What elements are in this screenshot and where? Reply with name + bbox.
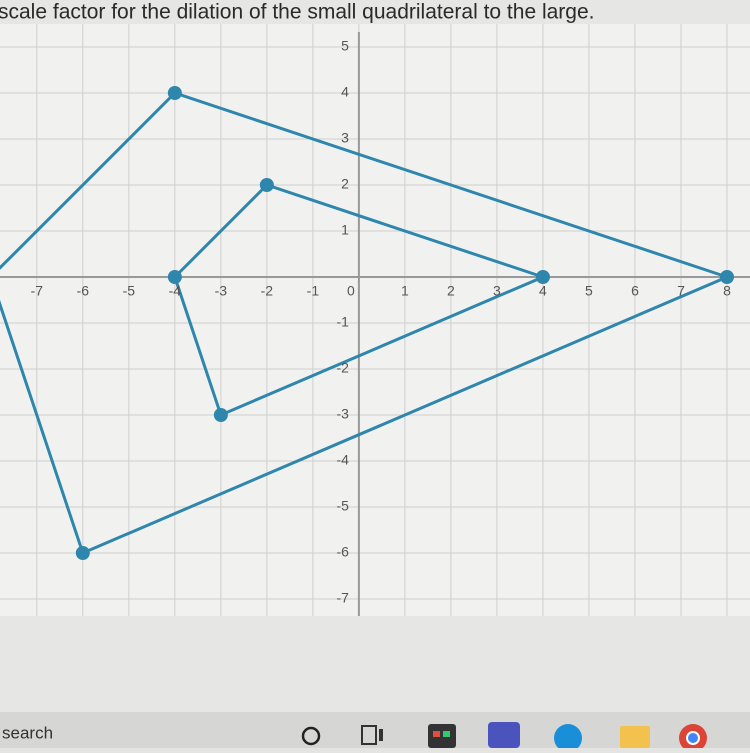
search-box[interactable]: search — [2, 723, 53, 742]
plot-area — [0, 24, 750, 616]
x-tick-label: -6 — [77, 283, 90, 299]
x-tick-label: 3 — [493, 283, 501, 299]
x-tick-label: 0 — [347, 283, 355, 299]
y-tick-label: -2 — [336, 360, 349, 376]
chrome-icon-center — [686, 731, 700, 745]
teams-icon[interactable] — [488, 722, 520, 748]
vertex — [213, 408, 228, 422]
store-icon[interactable] — [428, 724, 456, 748]
vertex — [75, 546, 90, 560]
x-tick-label: -4 — [169, 283, 182, 299]
y-tick-label: 3 — [341, 130, 349, 146]
task-view-icon[interactable] — [361, 725, 383, 745]
y-tick-label: -4 — [336, 452, 349, 468]
x-tick-label: -1 — [307, 283, 320, 299]
x-tick-label: -7 — [31, 283, 44, 299]
x-tick-label: 7 — [677, 283, 685, 299]
y-tick-label: -3 — [336, 406, 349, 422]
header-title: scale factor for the dilation of the sma… — [0, 1, 595, 24]
edge-icon[interactable] — [554, 724, 582, 752]
explorer-icon[interactable] — [620, 726, 650, 748]
x-tick-label: 1 — [401, 283, 409, 299]
x-tick-label: 6 — [631, 283, 639, 299]
y-tick-label: 1 — [341, 222, 349, 238]
x-tick-label: 2 — [447, 283, 455, 299]
y-tick-label: 5 — [341, 38, 349, 54]
y-tick-label: 4 — [341, 84, 349, 100]
y-tick-label: -7 — [336, 590, 349, 606]
x-tick-label: -5 — [123, 283, 136, 299]
x-tick-label: 8 — [723, 283, 731, 299]
vertex — [259, 178, 274, 192]
x-tick-label: 4 — [539, 283, 547, 299]
vertex — [535, 270, 550, 284]
y-tick-label: -1 — [336, 314, 349, 330]
cortana-icon[interactable] — [301, 726, 321, 746]
x-tick-label: 5 — [585, 283, 593, 299]
x-tick-label: -3 — [215, 283, 228, 299]
plot — [0, 24, 750, 616]
vertex — [167, 270, 182, 284]
y-tick-label: 2 — [341, 176, 349, 192]
vertex — [719, 270, 734, 284]
tick-labels: -7 -6 -5 -4 -3 -2 -1 0 1 2 3 4 5 6 7 8 -7 -6 -5 -4 -3 -2 -1 1 2 3… — [31, 38, 732, 606]
vertex — [167, 86, 182, 100]
y-tick-label: -5 — [336, 498, 349, 514]
x-tick-label: -2 — [261, 283, 274, 299]
y-tick-label: -6 — [336, 544, 349, 560]
